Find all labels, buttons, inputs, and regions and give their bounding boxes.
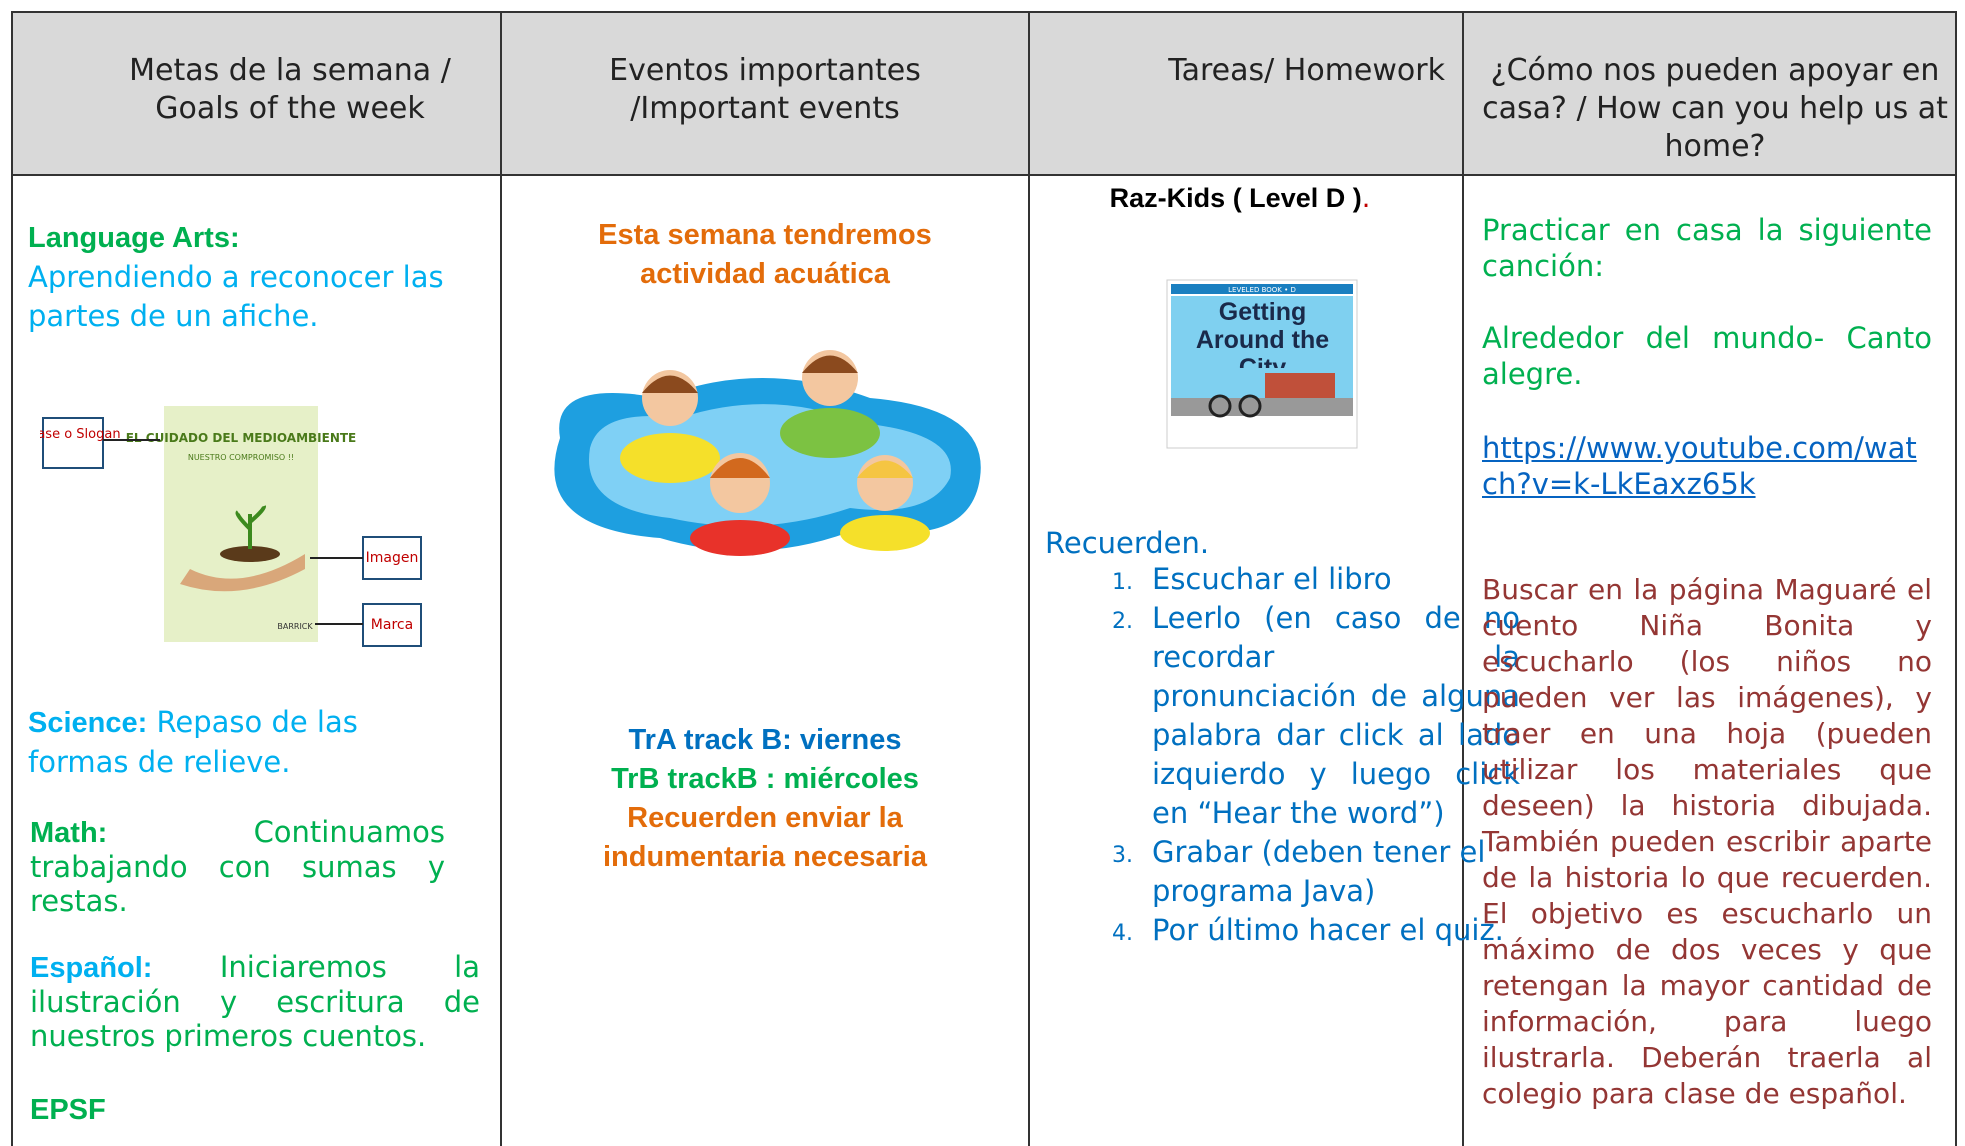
subject-label: Español:	[30, 952, 153, 984]
step: Grabar (deben tener el programa Java)	[1140, 833, 1520, 911]
story-task: Buscar en la página Maguaré el cuento Ni…	[1482, 573, 1932, 1110]
pool-image	[554, 350, 981, 556]
float	[780, 408, 880, 458]
float	[840, 515, 930, 551]
science: Science: Repaso de las formas de relieve…	[28, 703, 428, 782]
header-bg	[12, 12, 1956, 175]
road	[1171, 398, 1353, 416]
song-link[interactable]: https://www.youtube.com/watch?v=k-LkEaxz…	[1482, 431, 1917, 501]
soil	[220, 546, 280, 562]
subject-text: Continuamos trabajando con sumas y resta…	[30, 815, 445, 918]
homework-title-text: Raz-Kids ( Level D )	[1109, 183, 1362, 213]
homework-title: Raz-Kids ( Level D ).	[1030, 179, 1450, 218]
hair	[802, 355, 858, 373]
song: Alrededor del mundo- Canto alegre.	[1482, 321, 1932, 391]
label-box	[42, 417, 104, 469]
subject-text: Repaso de las formas de relieve.	[28, 705, 358, 779]
wheel	[1208, 394, 1232, 418]
border	[1462, 11, 1464, 1146]
border	[12, 11, 1957, 13]
border	[500, 11, 502, 1146]
event-trb: TrB trackB : miércoles	[611, 763, 919, 795]
homework-steps: Escuchar el libro Leerlo (en caso de no …	[1070, 560, 1520, 950]
book-band	[1171, 284, 1353, 294]
subject-label: Math:	[30, 817, 108, 849]
step: Por último hacer el quiz.	[1140, 911, 1520, 950]
float	[620, 433, 720, 483]
event-reminder: Recuerden enviar la indumentaria necesar…	[603, 802, 927, 873]
subject-label: Language Arts:	[28, 222, 240, 254]
epsf: EPSF	[30, 1094, 106, 1126]
spanish: Español: Iniciaremos la ilustración y es…	[30, 950, 480, 1053]
hand	[180, 554, 305, 592]
subject-text: Iniciaremos la ilustración y escritura d…	[30, 950, 480, 1053]
practice: Practicar en casa la siguiente canción:	[1482, 213, 1932, 283]
border	[1955, 11, 1957, 1146]
hair	[642, 375, 698, 393]
language-arts: Language Arts: Aprendiendo a reconocer l…	[28, 219, 458, 336]
step: Escuchar el libro	[1140, 560, 1520, 599]
label-box	[362, 536, 422, 580]
homework-reminder: Recuerden.	[1045, 526, 1210, 560]
border	[1028, 11, 1030, 1146]
book-series: LEVELED BOOK • D	[1228, 286, 1296, 294]
wheel	[1238, 394, 1262, 418]
brand-label: Marca	[371, 617, 413, 633]
border	[12, 174, 1957, 176]
border	[11, 11, 13, 1146]
header: ¿Cómo nos pueden apoyar en casa? / How c…	[1482, 53, 1948, 164]
header: Metas de la semana / Goals of the week	[129, 53, 451, 126]
math: Math: Continuamos trabajando con sumas y…	[30, 815, 445, 918]
book-title: Getting Around the City	[1195, 298, 1330, 368]
slogan-label: Frase o Slogan	[40, 427, 121, 442]
header: Tareas/ Homework	[1168, 53, 1445, 88]
step: Leerlo (en caso de no recordar la pronun…	[1140, 599, 1520, 833]
hair	[857, 460, 913, 478]
header: Eventos importantes /Important events	[609, 53, 921, 126]
poster-brand: BARRICK	[277, 622, 313, 631]
subject-text: Aprendiendo a reconocer las partes de un…	[28, 260, 444, 333]
subject-label: Science:	[28, 707, 148, 739]
image-label: Imagen	[366, 550, 419, 566]
homework-title-end: .	[1361, 183, 1371, 214]
book-image: LEVELED BOOK • D Getting Around the City	[1166, 279, 1358, 449]
poster-title: EL CUIDADO DEL MEDIOAMBIENTE	[126, 431, 357, 445]
poster-image: EL CUIDADO DEL MEDIOAMBIENTE NUESTRO COM…	[40, 406, 422, 647]
event-intro: Esta semana tendremos actividad acuática	[598, 219, 932, 290]
float	[690, 520, 790, 556]
plant	[235, 505, 267, 549]
event-tra: TrA track B: viernes	[628, 724, 902, 756]
hair	[710, 458, 770, 478]
poster-subtitle: NUESTRO COMPROMISO !!	[188, 453, 294, 462]
poster	[164, 406, 318, 642]
